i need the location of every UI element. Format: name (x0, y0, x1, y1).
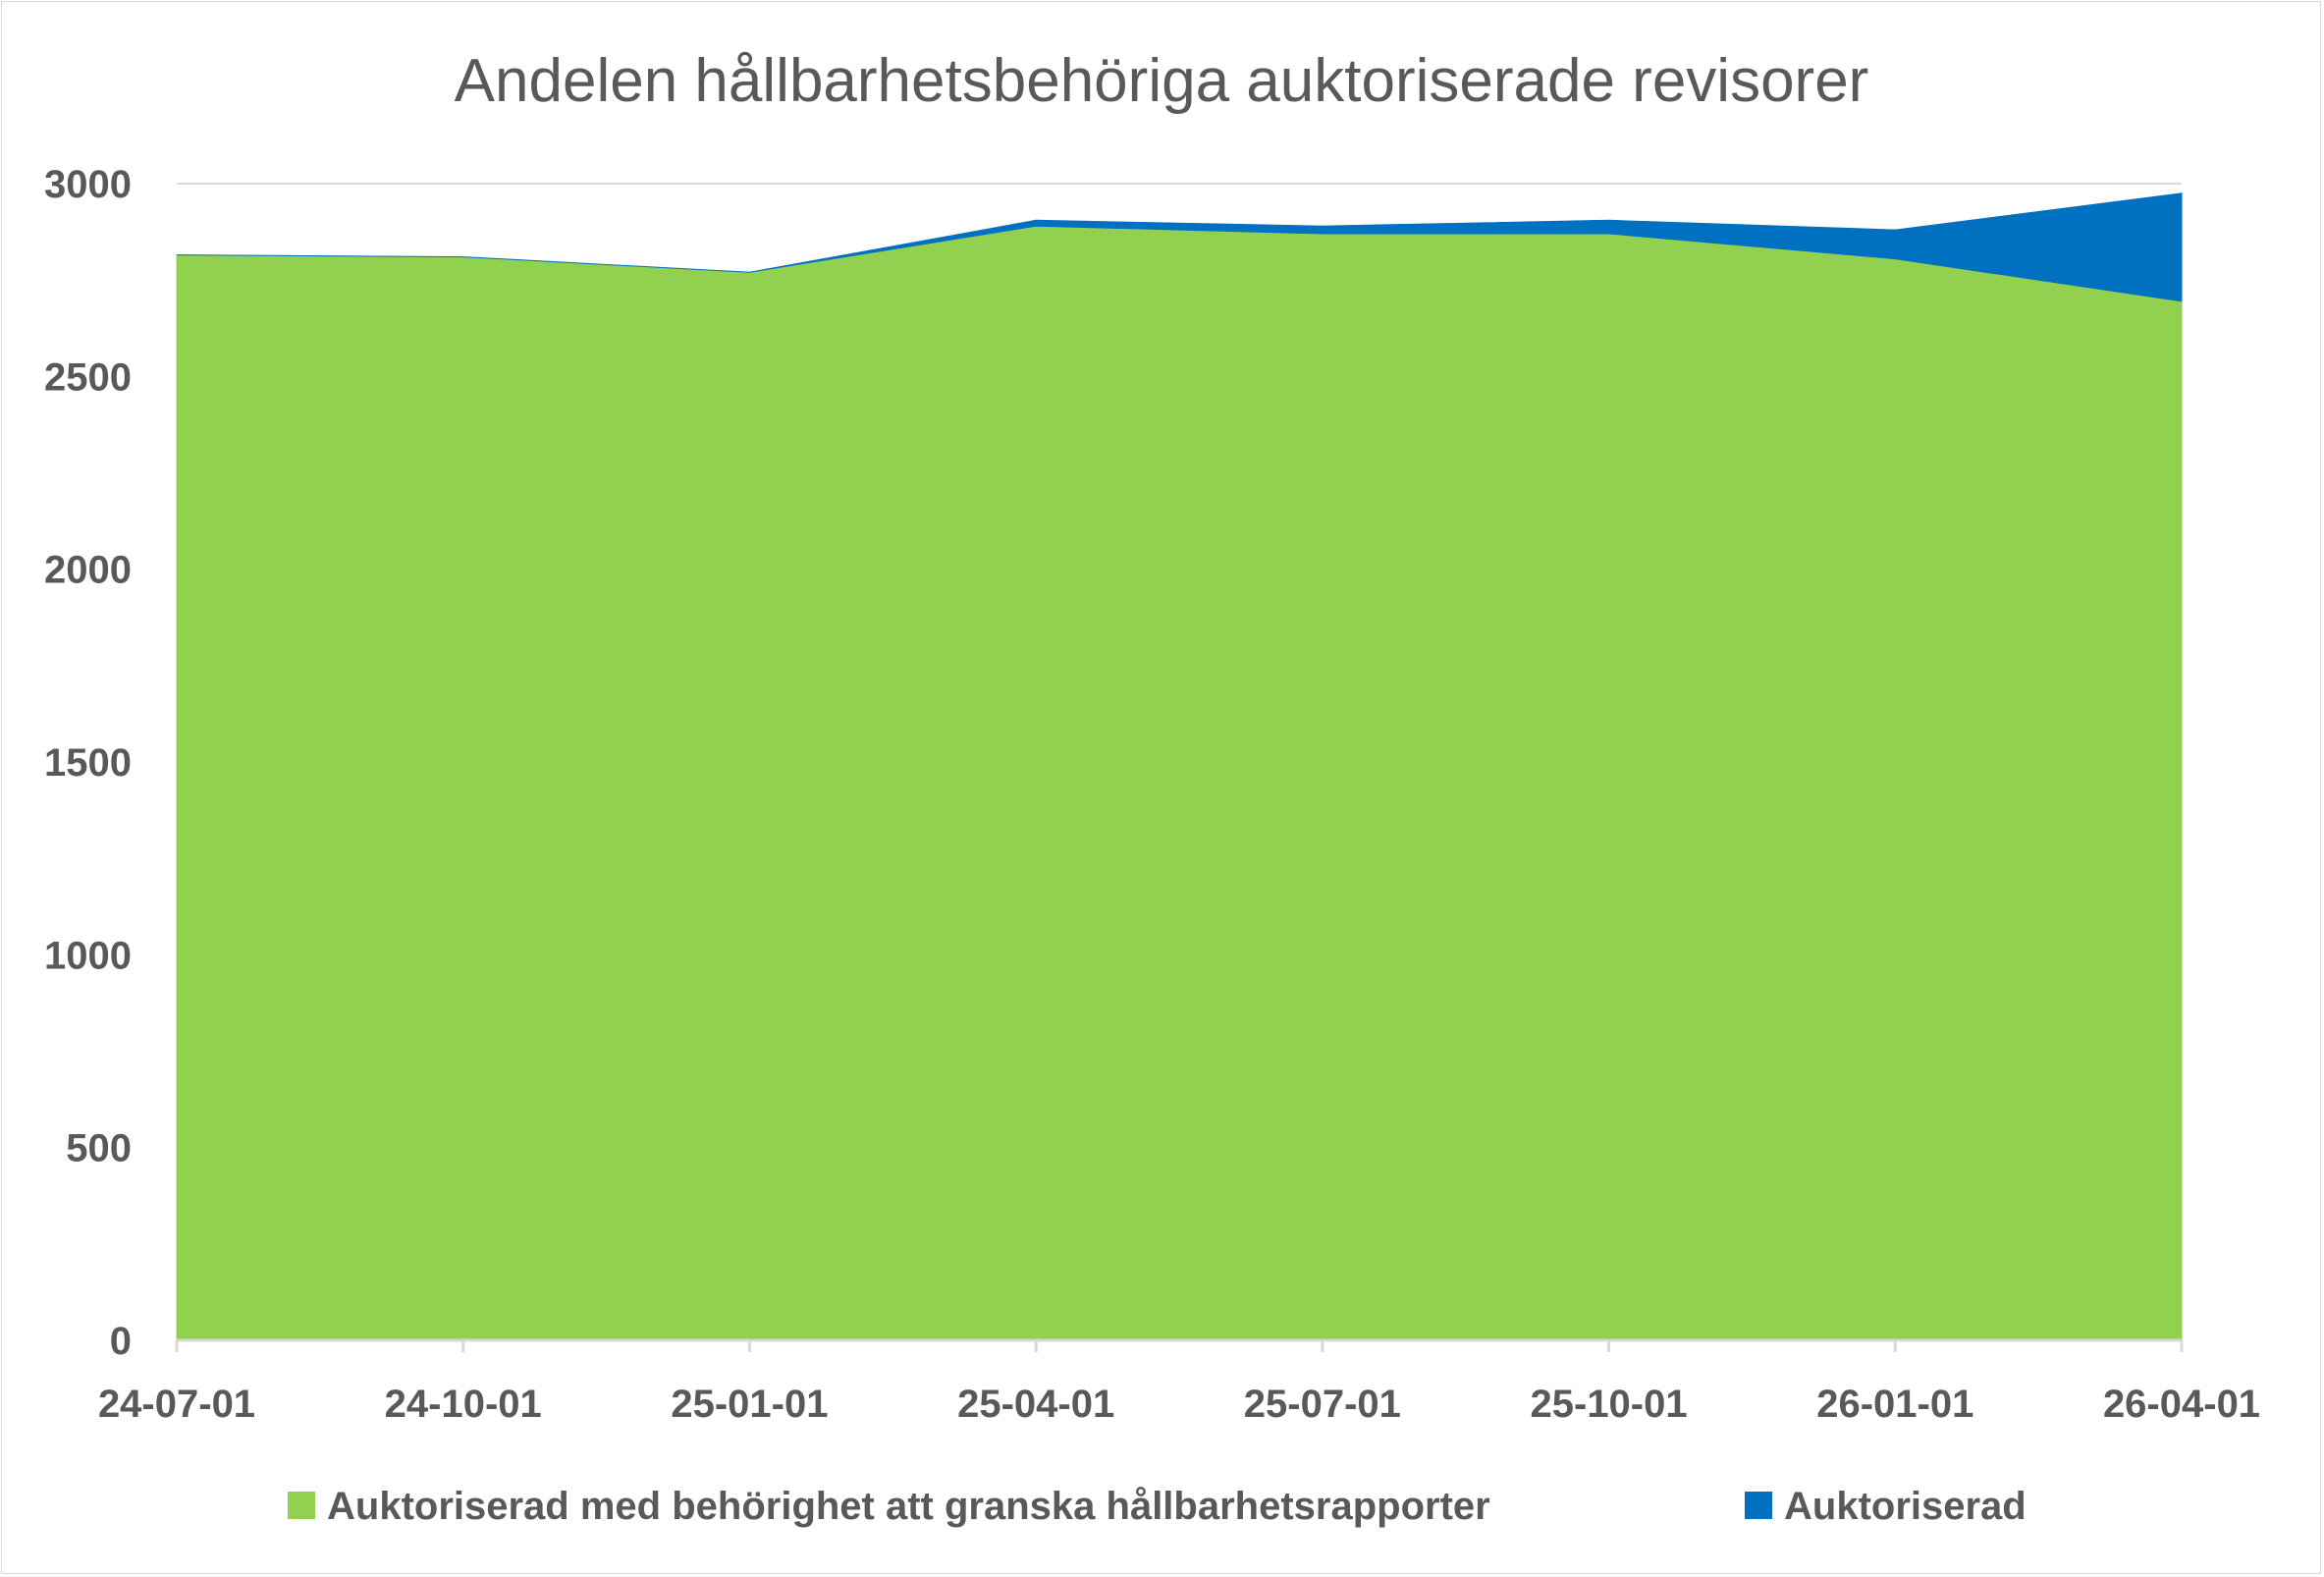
x-tick-label: 25-01-01 (671, 1383, 828, 1426)
legend-label: Auktoriserad (1784, 1485, 2027, 1528)
legend-swatch (288, 1492, 315, 1519)
legend-swatch (1745, 1492, 1772, 1519)
y-tick-label: 1500 (44, 741, 132, 785)
x-axis-ticks: 24-07-01 24-10-01 25-01-01 25-04-01 25-07-01… (98, 1383, 2260, 1426)
x-tick-label: 25-07-01 (1244, 1383, 1401, 1426)
y-tick-label: 3000 (44, 163, 132, 206)
area-series-2 (176, 192, 2183, 302)
x-tick-label: 24-07-01 (98, 1383, 255, 1426)
x-tick-label: 26-01-01 (1816, 1383, 1973, 1426)
area-series-1 (176, 225, 2183, 1341)
x-tick-label: 25-10-01 (1531, 1383, 1688, 1426)
y-tick-label: 2000 (44, 549, 132, 592)
axes (175, 1338, 2184, 1352)
y-tick-label: 0 (110, 1320, 132, 1363)
legend-label: Auktoriserad med behörighet att granska … (327, 1485, 1490, 1528)
y-axis-ticks: 0 500 1000 1500 2000 2500 3000 (44, 163, 132, 1363)
area-series (176, 192, 2183, 1341)
x-tick-label: 24-10-01 (385, 1383, 542, 1426)
y-tick-label: 1000 (44, 934, 132, 977)
x-tick-label: 25-04-01 (957, 1383, 1114, 1426)
y-tick-label: 2500 (44, 355, 132, 399)
y-tick-label: 500 (66, 1127, 132, 1170)
legend: Auktoriserad med behörighet att granska … (288, 1485, 2027, 1528)
chart-title: Andelen hållbarhetsbehöriga auktoriserad… (455, 47, 1869, 115)
x-tick-label: 26-04-01 (2103, 1383, 2260, 1426)
